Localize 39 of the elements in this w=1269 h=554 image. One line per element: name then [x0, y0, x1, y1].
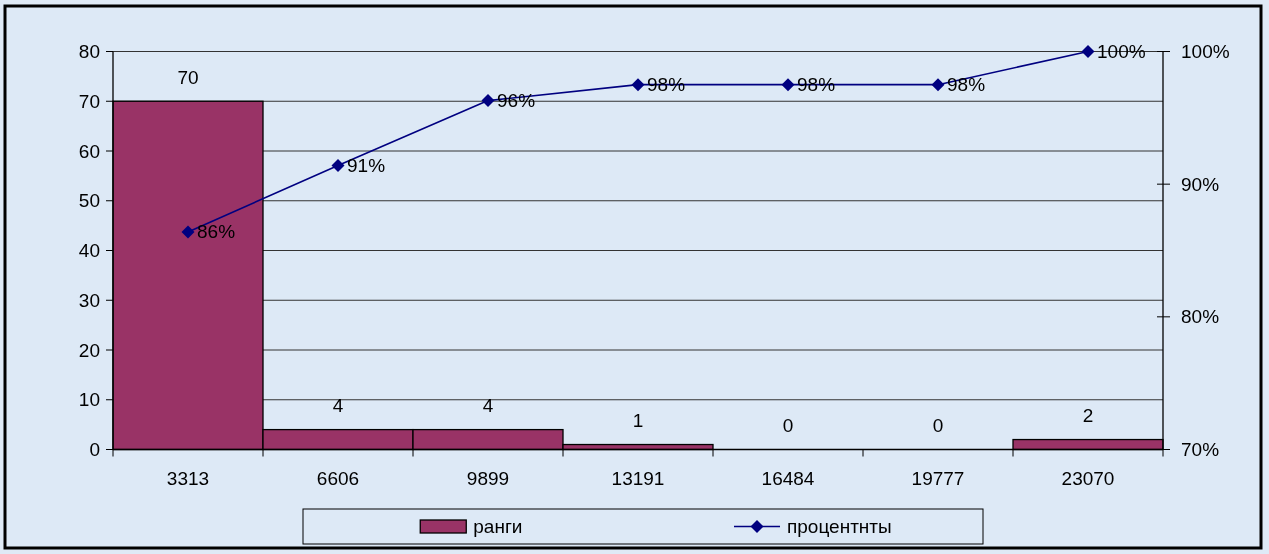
- x-tick-label: 19777: [911, 467, 965, 489]
- x-tick-label: 3313: [166, 467, 210, 489]
- x-tick-label: 9899: [466, 467, 510, 489]
- y-tick-label: 60: [78, 140, 100, 162]
- data-label: 98%: [947, 74, 986, 96]
- y-tick-label: 50: [78, 190, 100, 212]
- data-label: 0: [932, 415, 944, 436]
- x-tick-label: 23070: [1061, 467, 1115, 489]
- data-label: 2: [1082, 405, 1094, 427]
- y-tick-label: 30: [78, 289, 100, 311]
- data-label: 1: [632, 410, 644, 432]
- point: [1081, 45, 1095, 58]
- point: [181, 225, 195, 239]
- y-tick-label: 20: [78, 339, 100, 361]
- data-label: 4: [332, 395, 344, 417]
- point: [631, 78, 645, 92]
- y2-tick-label: 80%: [1181, 306, 1220, 328]
- y-tick-label: 0: [89, 439, 100, 460]
- y-tick-label: 70: [78, 90, 100, 112]
- data-label: 70: [177, 66, 199, 88]
- y-tick-label: 10: [78, 389, 100, 411]
- point: [781, 78, 795, 92]
- y2-tick-label: 90%: [1181, 173, 1220, 195]
- legend-label: ранги: [473, 516, 523, 537]
- y2-tick-label: 100%: [1181, 41, 1230, 62]
- x-tick-label: 6606: [316, 467, 360, 489]
- y-tick-label: 80: [78, 41, 100, 62]
- data-label: 86%: [197, 221, 236, 243]
- point: [481, 94, 495, 108]
- point: [331, 159, 345, 173]
- data-label: 91%: [347, 155, 386, 177]
- point: [931, 78, 945, 92]
- data-label: 0: [782, 415, 794, 436]
- y2-tick-label: 70%: [1181, 439, 1220, 460]
- x-tick-label: 13191: [611, 467, 665, 489]
- y-tick-label: 40: [78, 240, 100, 261]
- x-tick-label: 16484: [761, 467, 815, 489]
- legend-label: процентнты: [787, 516, 892, 537]
- data-label: 4: [482, 395, 494, 417]
